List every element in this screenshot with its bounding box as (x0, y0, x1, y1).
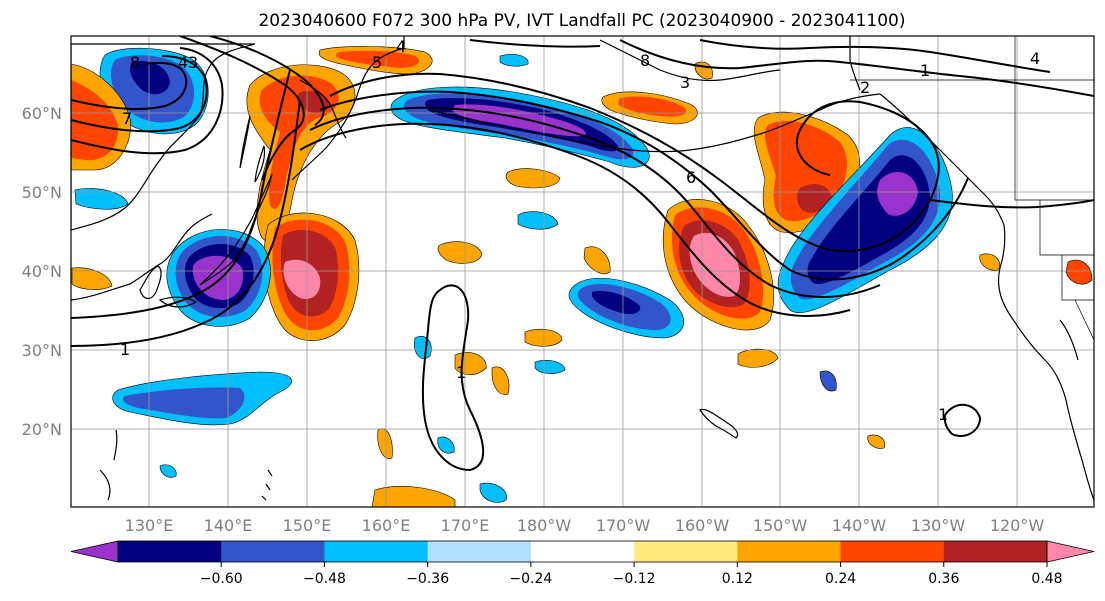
colorbar-segment (737, 541, 842, 562)
positive-anomaly-area (1065, 259, 1093, 285)
negative-anomaly-area (74, 188, 129, 210)
positive-anomaly-area (71, 267, 113, 290)
negative-anomaly-area (517, 211, 559, 230)
negative-anomaly-area (479, 482, 507, 503)
colorbar-segment (427, 541, 532, 562)
negative-anomaly-area (819, 370, 837, 392)
lon-label: 170°E (441, 516, 490, 535)
contour-label: 8 (640, 51, 650, 70)
negative-anomaly-area (437, 436, 455, 454)
negative-anomaly-area (159, 464, 177, 478)
negative-anomaly-area (534, 360, 566, 374)
contour-label: 2 (860, 78, 870, 97)
lon-label: 130°E (125, 516, 174, 535)
positive-anomaly-area (335, 50, 420, 68)
negative-anomaly-area (877, 171, 918, 216)
positive-anomaly-area (371, 486, 456, 507)
negative-anomaly-area (499, 54, 529, 67)
colorbar-tick-label: 0.48 (1031, 571, 1062, 587)
map-layers: 8 4 3 7 5 4 8 3 2 4 1 6 1 1 1 (71, 36, 1094, 507)
colorbar-extension-low (70, 540, 119, 563)
map-frame (70, 35, 1095, 508)
contour-label: 1 (120, 340, 130, 359)
negative-anomaly-area (130, 60, 170, 95)
colorbar-segment (221, 541, 325, 562)
longitude-labels: 130°E 140°E 150°E 160°E 170°E 180°W 170°… (125, 516, 1045, 535)
colorbar: −0.60 −0.48 −0.36 −0.24 −0.12 0.12 0.24 0.36 0.4… (70, 540, 1095, 587)
lon-label: 140°W (832, 516, 887, 535)
lon-label: 130°W (911, 516, 966, 535)
colorbar-tick-label: −0.24 (509, 571, 552, 587)
positive-anomaly-area (491, 366, 510, 396)
contour-label: 8 (130, 53, 140, 72)
colorbar-segment (634, 541, 738, 562)
lon-label: 120°W (990, 516, 1045, 535)
contour-labels: 8 4 3 7 5 4 8 3 2 4 1 6 1 1 1 (120, 37, 1040, 424)
colorbar-tick-label: 0.12 (722, 571, 753, 587)
positive-anomaly-area (737, 348, 779, 368)
negative-anomaly-area (592, 290, 641, 314)
positive-anomaly-area (377, 428, 393, 459)
contour-label: 5 (372, 53, 382, 72)
positive-anomaly-area (618, 96, 686, 117)
colorbar-segment (530, 541, 635, 562)
positive-anomaly-area (297, 90, 330, 113)
lon-label: 140°E (204, 516, 253, 535)
colorbar-tick-label: 0.36 (928, 571, 959, 587)
lat-label: 30°N (22, 341, 62, 360)
contour-label: 1 (938, 405, 948, 424)
lon-label: 160°W (675, 516, 730, 535)
negative-anomaly-area (122, 387, 245, 419)
lon-label: 150°E (283, 516, 332, 535)
colorbar-segment (943, 541, 1048, 562)
coastlines (71, 36, 1094, 501)
colorbar-extension-high (1046, 540, 1095, 563)
colorbar-segment (840, 541, 945, 562)
lat-label: 60°N (22, 104, 62, 123)
colorbar-tick-label: −0.60 (200, 571, 243, 587)
lon-label: 180°W (517, 516, 572, 535)
lat-label: 20°N (22, 420, 62, 439)
map-title: 2023040600 F072 300 hPa PV, IVT Landfall… (258, 11, 905, 31)
shaded-field (71, 46, 1093, 507)
contour-label: 4 (396, 37, 406, 56)
contour-label: 1 (920, 61, 930, 80)
lon-label: 150°W (753, 516, 808, 535)
contour-label: 4 (1030, 49, 1040, 68)
positive-anomaly-area (71, 80, 119, 161)
colorbar-tick-label: −0.12 (613, 571, 656, 587)
lon-label: 160°E (362, 516, 411, 535)
colorbar-segment (118, 541, 222, 562)
contour-label: 3 (680, 73, 690, 92)
positive-anomaly-area (283, 259, 321, 300)
colorbar-outline (117, 540, 1048, 563)
contour-label: 1 (456, 363, 466, 382)
colorbar-tick-label: −0.36 (406, 571, 449, 587)
colorbar-segment (324, 541, 429, 562)
contours (71, 36, 1094, 472)
positive-anomaly-area (979, 253, 1000, 271)
contour-label: 4 (178, 53, 188, 72)
contour-label: 3 (188, 53, 198, 72)
lon-label: 170°W (596, 516, 651, 535)
contour-label: 6 (686, 168, 696, 187)
positive-anomaly-area (867, 434, 886, 449)
lat-label: 50°N (22, 183, 62, 202)
colorbar-tick-label: −0.48 (303, 571, 346, 587)
lat-label: 40°N (22, 262, 62, 281)
positive-anomaly-area (797, 184, 832, 213)
positive-anomaly-area (524, 328, 563, 347)
positive-anomaly-area (583, 246, 611, 275)
colorbar-tick-label: 0.24 (825, 571, 856, 587)
latitude-labels: 60°N 50°N 40°N 30°N 20°N (22, 104, 62, 439)
contour-label: 7 (122, 109, 132, 128)
